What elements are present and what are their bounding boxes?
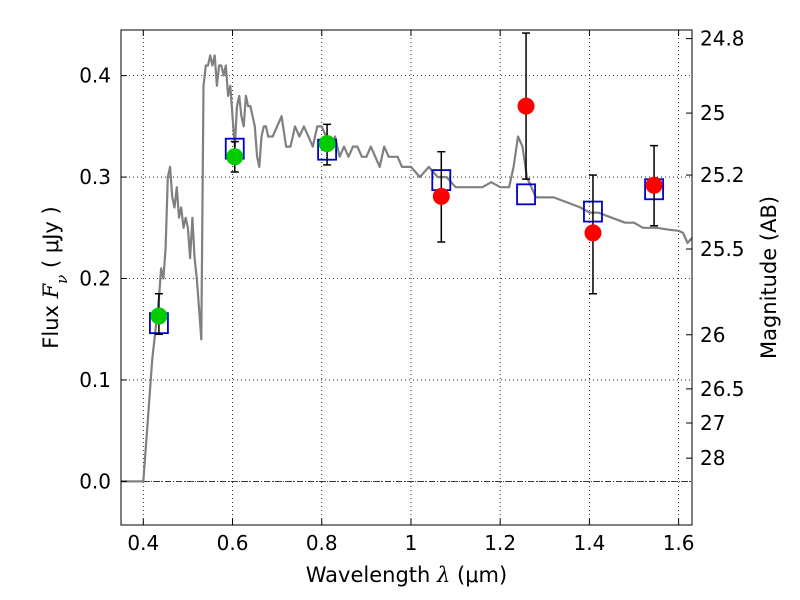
y2-tick-label: 25.2 [700,163,745,187]
y2-tick-label: 28 [700,446,725,470]
observed-red-point [432,187,450,205]
y-tick-label: 0.2 [79,267,111,291]
y-axis-title: Flux Fν ( μJy ) [39,206,71,348]
x-tick-label: 0.6 [217,531,249,555]
x-axis-title-prefix: Wavelength [306,563,437,587]
x-axis-title: Wavelength λ (μm) [306,563,507,587]
y-axis-title-subscript: ν [53,275,71,284]
observed-green-point [226,148,244,166]
y-tick-label: 0.0 [79,469,111,493]
x-tick-label: 1.4 [573,531,605,555]
observed-red-point [584,224,602,242]
grid [121,30,692,525]
x-tick-label: 0.4 [127,531,159,555]
observed-green-point [150,307,168,325]
x-tick-label: 1.2 [484,531,516,555]
y2-axis-title: Magnitude (AB) [757,196,781,359]
y2-tick-label: 25.5 [700,237,745,261]
y-tick-label: 0.1 [79,368,111,392]
y-axis-title-unit: ( μJy ) [39,206,63,274]
y2-tick-label: 25 [700,101,725,125]
y-tick-label: 0.3 [79,165,111,189]
model-band-square [516,183,536,206]
y2-tick-label: 27 [700,411,725,435]
observed-red-point [517,97,535,115]
y-axis-title-symbol: F [39,282,63,299]
x-tick-label: 0.8 [306,531,338,555]
x-tick-label: 1 [405,531,418,555]
axes-frame [120,29,693,526]
observed-green-point [318,135,336,153]
x-axis-title-unit: (μm) [450,563,507,587]
observed-red-point [645,176,663,194]
y-tick-label: 0.4 [79,64,111,88]
y2-tick-label: 26 [700,323,725,347]
plot-series [121,32,693,483]
y2-tick-label: 24.8 [700,27,745,51]
x-axis-title-symbol: λ [436,563,450,587]
x-tick-label: 1.6 [663,531,695,555]
model-spectrum-line [121,54,693,483]
y-axis-title-prefix: Flux [39,298,63,348]
y2-tick-label: 26.5 [700,377,745,401]
axis-ticks: 0.4 0.6 0.8 1 1.2 1.4 1.6 0.0 0.1 0.2 0.3 0.4 24.8 25… [79,27,744,555]
